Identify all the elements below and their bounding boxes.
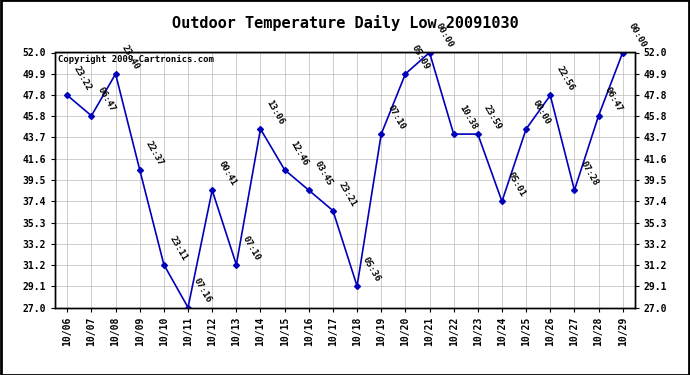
Text: 23:40: 23:40 xyxy=(120,44,141,71)
Text: 10:38: 10:38 xyxy=(458,104,479,131)
Text: 22:56: 22:56 xyxy=(555,65,575,93)
Text: 00:00: 00:00 xyxy=(434,22,455,50)
Text: 05:01: 05:01 xyxy=(506,171,527,199)
Text: 05:36: 05:36 xyxy=(362,255,382,283)
Text: 00:00: 00:00 xyxy=(627,22,648,50)
Text: Copyright 2009 Cartronics.com: Copyright 2009 Cartronics.com xyxy=(58,55,214,64)
Text: 07:28: 07:28 xyxy=(579,160,600,188)
Text: 07:10: 07:10 xyxy=(241,234,262,262)
Text: 00:41: 00:41 xyxy=(217,160,237,188)
Text: Outdoor Temperature Daily Low 20091030: Outdoor Temperature Daily Low 20091030 xyxy=(172,15,518,31)
Text: 23:59: 23:59 xyxy=(482,104,503,131)
Text: 06:47: 06:47 xyxy=(96,85,117,113)
Text: 00:00: 00:00 xyxy=(531,99,551,126)
Text: 07:16: 07:16 xyxy=(193,277,213,305)
Text: 23:21: 23:21 xyxy=(337,180,358,208)
Text: 03:45: 03:45 xyxy=(313,160,334,188)
Text: 05:09: 05:09 xyxy=(410,44,431,71)
Text: 12:46: 12:46 xyxy=(289,139,310,167)
Text: 22:37: 22:37 xyxy=(144,139,165,167)
Text: 07:10: 07:10 xyxy=(386,104,406,131)
Text: 13:06: 13:06 xyxy=(265,99,286,126)
Text: 23:22: 23:22 xyxy=(72,65,92,93)
Text: 23:11: 23:11 xyxy=(168,234,189,262)
Text: 06:47: 06:47 xyxy=(603,85,624,113)
